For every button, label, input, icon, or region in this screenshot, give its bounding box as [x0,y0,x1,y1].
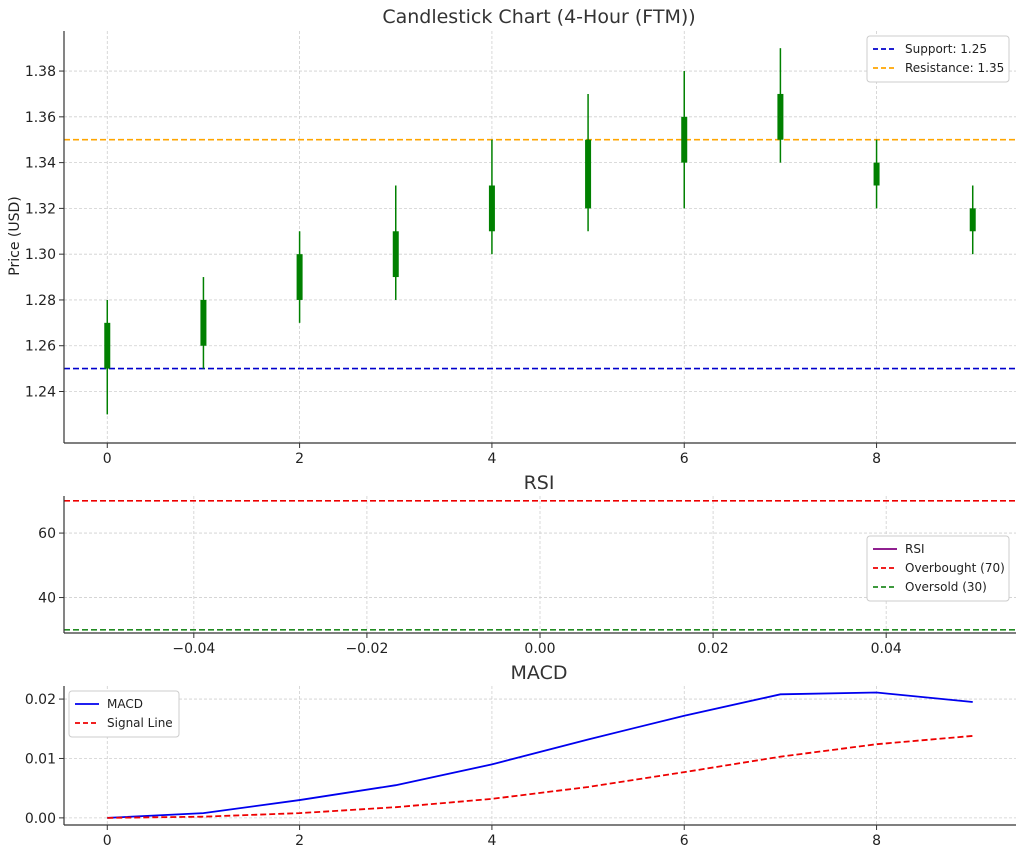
rsi-legend-label-2: Oversold (30) [905,580,987,594]
macd-marks [107,691,973,819]
candlestick-y-tick-label-4: 1.32 [25,201,56,217]
candlestick-y-tick-label-5: 1.34 [25,156,56,172]
rsi-y-tick-label-1: 60 [38,526,56,542]
candlestick-y-tick-label-2: 1.28 [25,293,56,309]
rsi-y-tick-label-0: 40 [38,591,56,607]
rsi-panel: −0.04 −0.02 0.00 0.02 0.04 40 60 RSI RSI Overbo… [38,472,1016,657]
rsi-x-tick-label-1: −0.02 [345,641,388,657]
macd-x-tick-label-0: 0 [103,833,112,849]
macd-legend-label-1: Signal Line [107,716,173,730]
candle-body-3 [392,231,399,278]
macd-x-tick-label-3: 6 [680,833,689,849]
candlestick-title: Candlestick Chart (4-Hour (FTM)) [382,6,695,28]
macd-panel: 0 2 4 6 8 0.00 0.01 0.02 MACD MACD Signal Line [25,662,1016,849]
candle-body-7 [777,93,784,140]
rsi-x-tick-label-3: 0.02 [698,641,729,657]
rsi-legend-frame [866,535,1010,602]
candlestick-ylabel: Price (USD) [7,196,23,275]
candle-body-5 [585,139,592,209]
candle-body-2 [296,254,303,300]
rsi-x-tick-label-2: 0.00 [524,641,555,657]
macd-x-tick-label-4: 8 [872,833,881,849]
macd-series-1 [107,735,973,819]
candlestick-y-tick-label-3: 1.30 [25,247,56,263]
candlestick-x-tick-label-1: 2 [295,451,304,467]
candlestick-panel: 0 2 4 6 8 1.24 1.26 1.28 1.30 1.32 1.34 1.36 1.38 Ca… [7,6,1016,467]
rsi-legend: RSI Overbought (70) Oversold (30) [866,535,1010,602]
candlestick-x-tick-label-2: 4 [487,451,496,467]
rsi-title: RSI [524,472,555,494]
candlestick-x-tick-label-0: 0 [103,451,112,467]
candlestick-marks [104,48,976,415]
candlestick-legend-frame [866,35,1010,83]
candle-body-8 [873,162,880,186]
macd-y-tick-label-2: 0.02 [25,692,56,708]
macd-y-tick-label-0: 0.00 [25,811,56,827]
candle-body-4 [488,185,495,232]
macd-grid [64,686,1016,825]
candle-body-6 [681,116,688,163]
rsi-reference-lines [64,500,1016,631]
candle-body-9 [969,208,976,232]
macd-legend-frame [68,690,180,738]
macd-x-tick-label-1: 2 [295,833,304,849]
rsi-grid [64,496,1016,633]
candle-body-0 [104,322,111,369]
macd-title: MACD [511,662,568,684]
candlestick-legend-label-0: Support: 1.25 [905,42,987,56]
candlestick-y-tick-label-0: 1.24 [25,385,56,401]
rsi-x-tick-label-4: 0.04 [871,641,902,657]
candlestick-grid [64,31,1016,443]
rsi-legend-label-1: Overbought (70) [905,561,1005,575]
candlestick-y-tick-label-7: 1.38 [25,64,56,80]
candle-body-1 [200,299,207,346]
macd-y-tick-label-1: 0.01 [25,751,56,767]
candlestick-reference-lines [64,138,1016,370]
rsi-x-tick-label-0: −0.04 [172,641,215,657]
rsi-legend-label-0: RSI [905,542,925,556]
macd-legend-label-0: MACD [107,697,143,711]
candlestick-legend-label-1: Resistance: 1.35 [905,61,1004,75]
candlestick-x-tick-label-3: 6 [680,451,689,467]
candlestick-y-tick-label-6: 1.36 [25,110,56,126]
rsi-axes: −0.04 −0.02 0.00 0.02 0.04 40 60 [38,496,1016,657]
macd-series-0 [107,691,973,819]
candlestick-legend: Support: 1.25 Resistance: 1.35 [866,35,1010,83]
candlestick-y-tick-label-1: 1.26 [25,339,56,355]
candlestick-x-tick-label-4: 8 [872,451,881,467]
macd-legend: MACD Signal Line [68,690,180,738]
candlestick-axes: 0 2 4 6 8 1.24 1.26 1.28 1.30 1.32 1.34 1.36 1.38 [25,31,1016,467]
macd-x-tick-label-2: 4 [487,833,496,849]
macd-axes: 0 2 4 6 8 0.00 0.01 0.02 [25,686,1016,849]
